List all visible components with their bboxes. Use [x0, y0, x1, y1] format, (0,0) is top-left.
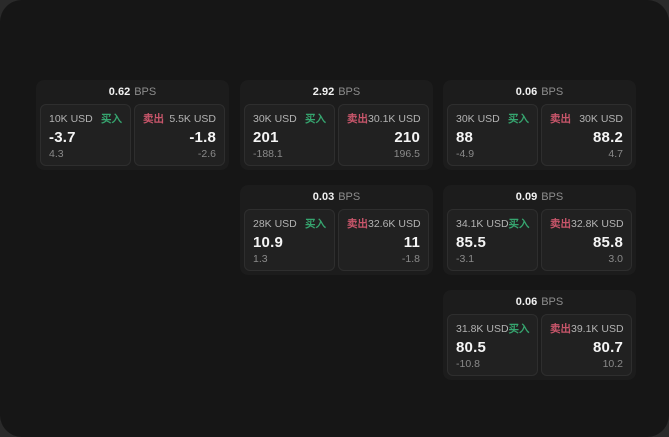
- quote-card[interactable]: 0.09 BPS 34.1K USD 买入 85.5 -3.1 卖出 32.8K…: [443, 185, 636, 275]
- buy-sub-value: 4.3: [49, 148, 64, 160]
- bps-value: 0.06: [515, 296, 538, 308]
- buy-price: 10.9: [253, 234, 283, 251]
- buy-notional: 34.1K USD: [456, 217, 509, 230]
- buy-panel[interactable]: 10K USD 买入 -3.7 4.3: [40, 104, 131, 166]
- buy-panel[interactable]: 28K USD 买入 10.9 1.3: [244, 209, 335, 271]
- sell-notional: 5.5K USD: [169, 112, 216, 125]
- buy-notional: 31.8K USD: [456, 322, 509, 335]
- quote-card[interactable]: 2.92 BPS 30K USD 买入 201 -188.1 卖出 30.1K …: [240, 80, 433, 170]
- buy-notional: 28K USD: [253, 217, 297, 230]
- bps-unit-label: BPS: [541, 296, 564, 308]
- sell-sub-value: -1.8: [401, 253, 420, 265]
- sell-side-label: 卖出: [347, 113, 368, 125]
- sell-panel[interactable]: 卖出 39.1K USD 80.7 10.2: [541, 314, 632, 376]
- bps-value: 0.62: [108, 86, 131, 98]
- buy-panel[interactable]: 31.8K USD 买入 80.5 -10.8: [447, 314, 538, 376]
- sell-panel[interactable]: 卖出 32.6K USD 11 -1.8: [338, 209, 429, 271]
- quote-card[interactable]: 0.06 BPS 31.8K USD 买入 80.5 -10.8 卖出 39.1…: [443, 290, 636, 380]
- buy-sub-value: -4.9: [456, 148, 475, 160]
- card-header: 0.62 BPS: [40, 80, 225, 104]
- sell-price: 85.8: [593, 234, 623, 251]
- sell-side-label: 卖出: [347, 218, 368, 230]
- sell-sub-value: 10.2: [602, 358, 623, 370]
- quote-card[interactable]: 0.06 BPS 30K USD 买入 88 -4.9 卖出 30K USD 8…: [443, 80, 636, 170]
- sell-notional: 32.6K USD: [368, 217, 421, 230]
- buy-price: -3.7: [49, 129, 76, 146]
- buy-notional: 30K USD: [456, 112, 500, 125]
- card-header: 0.06 BPS: [447, 80, 632, 104]
- sell-price: 88.2: [593, 129, 623, 146]
- sell-side-label: 卖出: [143, 113, 164, 125]
- sell-sub-value: 3.0: [608, 253, 623, 265]
- quote-card[interactable]: 0.03 BPS 28K USD 买入 10.9 1.3 卖出 32.6K US…: [240, 185, 433, 275]
- card-header: 0.09 BPS: [447, 185, 632, 209]
- sell-side-label: 卖出: [550, 113, 571, 125]
- sell-notional: 30K USD: [579, 112, 623, 125]
- sell-panel[interactable]: 卖出 5.5K USD -1.8 -2.6: [134, 104, 225, 166]
- buy-notional: 10K USD: [49, 112, 93, 125]
- buy-side-label: 买入: [305, 113, 326, 125]
- card-header: 0.03 BPS: [244, 185, 429, 209]
- bps-unit-label: BPS: [338, 191, 361, 203]
- buy-price: 201: [253, 129, 279, 146]
- buy-side-label: 买入: [508, 323, 530, 335]
- buy-side-label: 买入: [101, 113, 122, 125]
- sell-sub-value: -2.6: [197, 148, 216, 160]
- bps-unit-label: BPS: [541, 86, 564, 98]
- buy-notional: 30K USD: [253, 112, 297, 125]
- bps-unit-label: BPS: [338, 86, 361, 98]
- bps-value: 0.09: [515, 191, 538, 203]
- buy-price: 85.5: [456, 234, 486, 251]
- sell-notional: 30.1K USD: [368, 112, 421, 125]
- sell-side-label: 卖出: [550, 323, 571, 335]
- sell-price: 210: [394, 129, 420, 146]
- sell-panel[interactable]: 卖出 30K USD 88.2 4.7: [541, 104, 632, 166]
- buy-price: 88: [456, 129, 474, 146]
- buy-panel[interactable]: 30K USD 买入 88 -4.9: [447, 104, 538, 166]
- sell-panel[interactable]: 卖出 30.1K USD 210 196.5: [338, 104, 429, 166]
- sell-price: -1.8: [189, 129, 216, 146]
- quote-card[interactable]: 0.62 BPS 10K USD 买入 -3.7 4.3 卖出 5.5K USD…: [36, 80, 229, 170]
- bps-value: 0.06: [515, 86, 538, 98]
- buy-sub-value: -10.8: [456, 358, 480, 370]
- card-header: 2.92 BPS: [244, 80, 429, 104]
- buy-panel[interactable]: 34.1K USD 买入 85.5 -3.1: [447, 209, 538, 271]
- sell-side-label: 卖出: [550, 218, 571, 230]
- sell-sub-value: 4.7: [608, 148, 623, 160]
- sell-notional: 32.8K USD: [571, 217, 624, 230]
- sell-panel[interactable]: 卖出 32.8K USD 85.8 3.0: [541, 209, 632, 271]
- bps-value: 0.03: [312, 191, 335, 203]
- buy-panel[interactable]: 30K USD 买入 201 -188.1: [244, 104, 335, 166]
- buy-side-label: 买入: [508, 218, 530, 230]
- buy-sub-value: -3.1: [456, 253, 475, 265]
- buy-side-label: 买入: [305, 218, 326, 230]
- card-header: 0.06 BPS: [447, 290, 632, 314]
- buy-sub-value: 1.3: [253, 253, 268, 265]
- buy-side-label: 买入: [508, 113, 529, 125]
- sell-price: 80.7: [593, 339, 623, 356]
- bps-value: 2.92: [312, 86, 335, 98]
- sell-notional: 39.1K USD: [571, 322, 624, 335]
- buy-sub-value: -188.1: [253, 148, 283, 160]
- bps-unit-label: BPS: [541, 191, 564, 203]
- sell-sub-value: 196.5: [393, 148, 420, 160]
- buy-price: 80.5: [456, 339, 486, 356]
- bps-unit-label: BPS: [134, 86, 157, 98]
- sell-price: 11: [403, 234, 420, 251]
